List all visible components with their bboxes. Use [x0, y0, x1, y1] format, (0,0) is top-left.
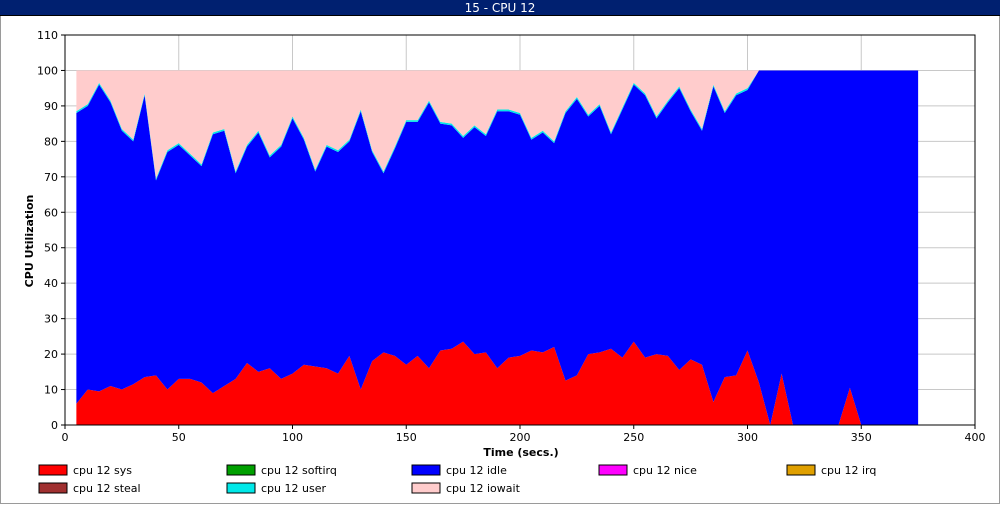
chart-frame: 0 10 20 30 40 50 60 70 80 90 100 110 0 50 100 150 200 250…	[0, 16, 1000, 504]
legend-item-cpu-12-steal: cpu 12 steal	[38, 482, 141, 495]
cpu-utilization-chart: 0 10 20 30 40 50 60 70 80 90 100 110 0 50 100 150 200 250…	[1, 16, 999, 503]
legend: cpu 12 sys cpu 12 softirq cpu 12 idle cpu 1…	[38, 464, 876, 495]
y-tick-label: 70	[44, 171, 58, 184]
legend-item-cpu-12-iowait: cpu 12 iowait	[411, 482, 521, 495]
legend-label: cpu 12 nice	[633, 464, 697, 477]
legend-swatch	[411, 464, 441, 476]
area-cpu-12-idle	[76, 70, 919, 425]
y-tick-label: 80	[44, 135, 58, 148]
legend-label: cpu 12 user	[261, 482, 326, 495]
x-tick-label: 300	[737, 431, 758, 444]
legend-swatch	[786, 464, 816, 476]
x-tick-label: 150	[396, 431, 417, 444]
y-tick-label: 10	[44, 384, 58, 397]
legend-label: cpu 12 irq	[821, 464, 876, 477]
y-tick-label: 40	[44, 277, 58, 290]
legend-swatch	[411, 482, 441, 494]
legend-label: cpu 12 iowait	[446, 482, 521, 495]
legend-label: cpu 12 steal	[73, 482, 141, 495]
x-tick-label: 350	[851, 431, 872, 444]
x-tick-label: 400	[965, 431, 986, 444]
x-tick-label: 100	[282, 431, 303, 444]
y-tick-label: 90	[44, 100, 58, 113]
legend-item-cpu-12-idle: cpu 12 idle	[411, 464, 507, 477]
y-tick-label: 20	[44, 348, 58, 361]
area-cpu-12-sys	[76, 341, 919, 425]
x-tick-label: 250	[623, 431, 644, 444]
legend-swatch	[226, 482, 256, 494]
area-cpu-12-iowait	[76, 70, 919, 179]
y-tick-label: 30	[44, 313, 58, 326]
legend-item-cpu-12-irq: cpu 12 irq	[786, 464, 876, 477]
x-tick-label: 0	[62, 431, 69, 444]
legend-item-cpu-12-nice: cpu 12 nice	[598, 464, 697, 477]
x-tick-label: 200	[510, 431, 531, 444]
legend-item-cpu-12-softirq: cpu 12 softirq	[226, 464, 337, 477]
legend-swatch	[226, 464, 256, 476]
legend-label: cpu 12 sys	[73, 464, 132, 477]
x-tick-label: 50	[172, 431, 186, 444]
y-axis-label: CPU Utilization	[23, 195, 36, 288]
legend-label: cpu 12 idle	[446, 464, 507, 477]
legend-item-cpu-12-sys: cpu 12 sys	[38, 464, 132, 477]
legend-swatch	[38, 464, 68, 476]
y-tick-label: 110	[37, 29, 58, 42]
legend-swatch	[38, 482, 68, 494]
x-axis-label: Time (secs.)	[483, 446, 558, 459]
y-tick-label: 0	[51, 419, 58, 432]
y-tick-label: 100	[37, 64, 58, 77]
legend-swatch	[598, 464, 628, 476]
y-tick-label: 50	[44, 242, 58, 255]
window-title: 15 - CPU 12	[0, 0, 1000, 16]
y-tick-label: 60	[44, 206, 58, 219]
legend-item-cpu-12-user: cpu 12 user	[226, 482, 326, 495]
legend-label: cpu 12 softirq	[261, 464, 337, 477]
